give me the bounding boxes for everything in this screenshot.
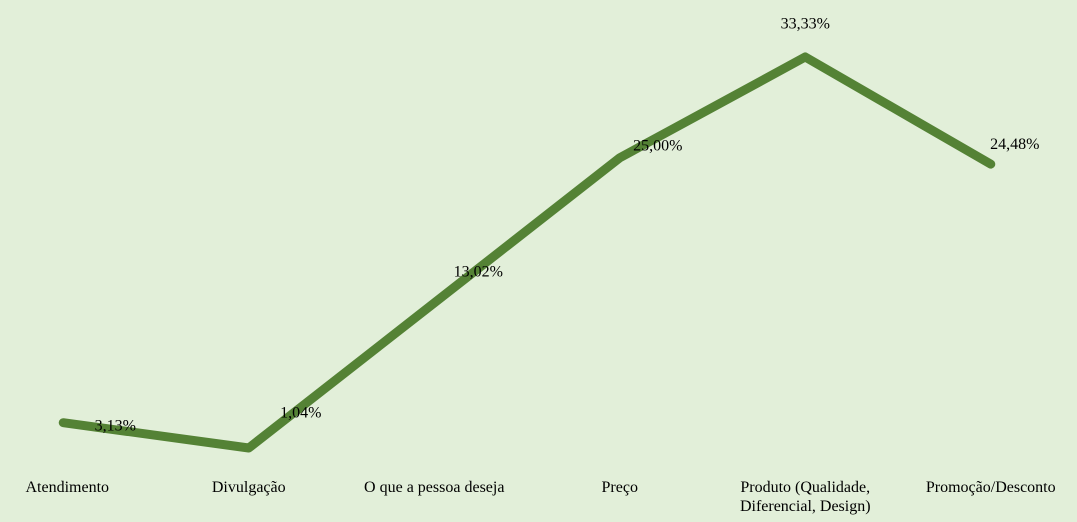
x-tick-label: Promoção/Desconto <box>925 479 1056 496</box>
line <box>58 52 996 453</box>
x-tick-label: Divulgação <box>211 479 286 496</box>
x-tick-label: O que a pessoa deseja <box>364 479 505 496</box>
data-label: 25,00% <box>633 138 682 155</box>
x-tick-label: Atendimento <box>25 479 110 496</box>
data-label: 13,02% <box>454 264 503 281</box>
data-label: 1,04% <box>280 405 321 422</box>
data-label: 24,48% <box>990 136 1039 153</box>
x-tick-label: Produto (Qualidade, Diferencial, Design) <box>739 479 871 515</box>
x-tick-label: Preço <box>601 479 638 496</box>
data-label: 33,33% <box>781 16 830 33</box>
data-label: 3,13% <box>95 417 136 434</box>
